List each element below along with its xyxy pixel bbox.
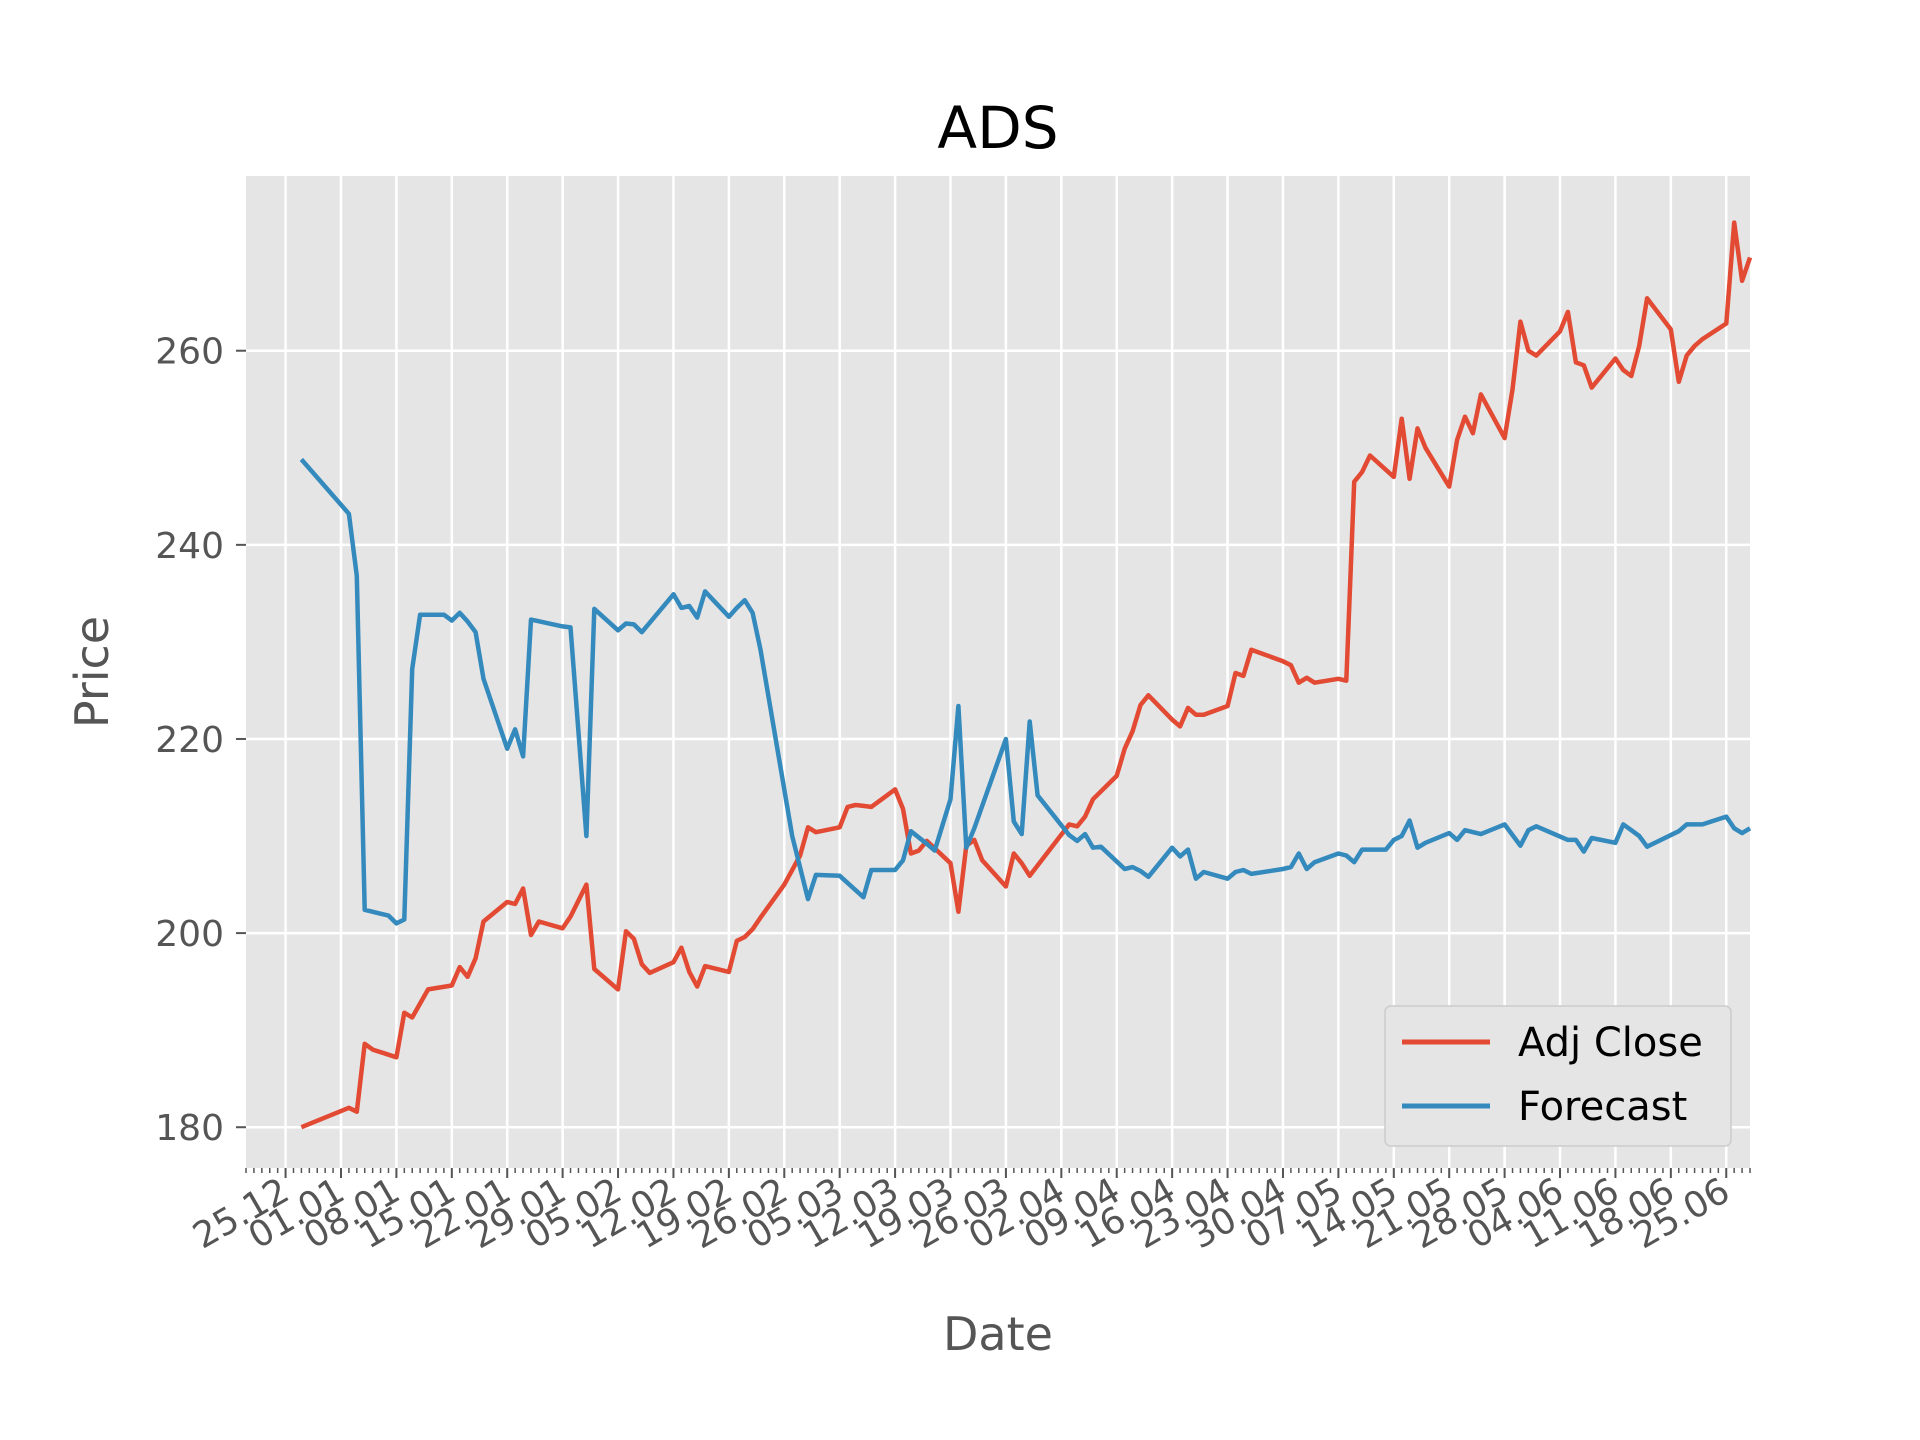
series-line-forecast [299,457,1752,926]
y-tick-label: 180 [155,1108,224,1149]
series-layer [299,220,1753,1130]
legend-label-forecast: Forecast [1518,1084,1687,1130]
y-axis-label: Price [65,616,119,728]
y-tick-label: 260 [155,332,224,373]
grid [246,176,1750,1168]
y-tick-label: 240 [155,526,224,567]
y-tick-label: 220 [155,720,224,761]
y-tick-label: 200 [155,914,224,955]
y-axis: 180 200 220 240 260 [155,332,246,1149]
chart-title: ADS [937,94,1058,162]
plot-area [246,176,1750,1168]
series-line-adj-close [300,220,1753,1130]
legend-label-adj-close: Adj Close [1518,1020,1703,1066]
legend: Adj Close Forecast [1384,1005,1732,1147]
x-axis-label: Date [943,1307,1053,1361]
